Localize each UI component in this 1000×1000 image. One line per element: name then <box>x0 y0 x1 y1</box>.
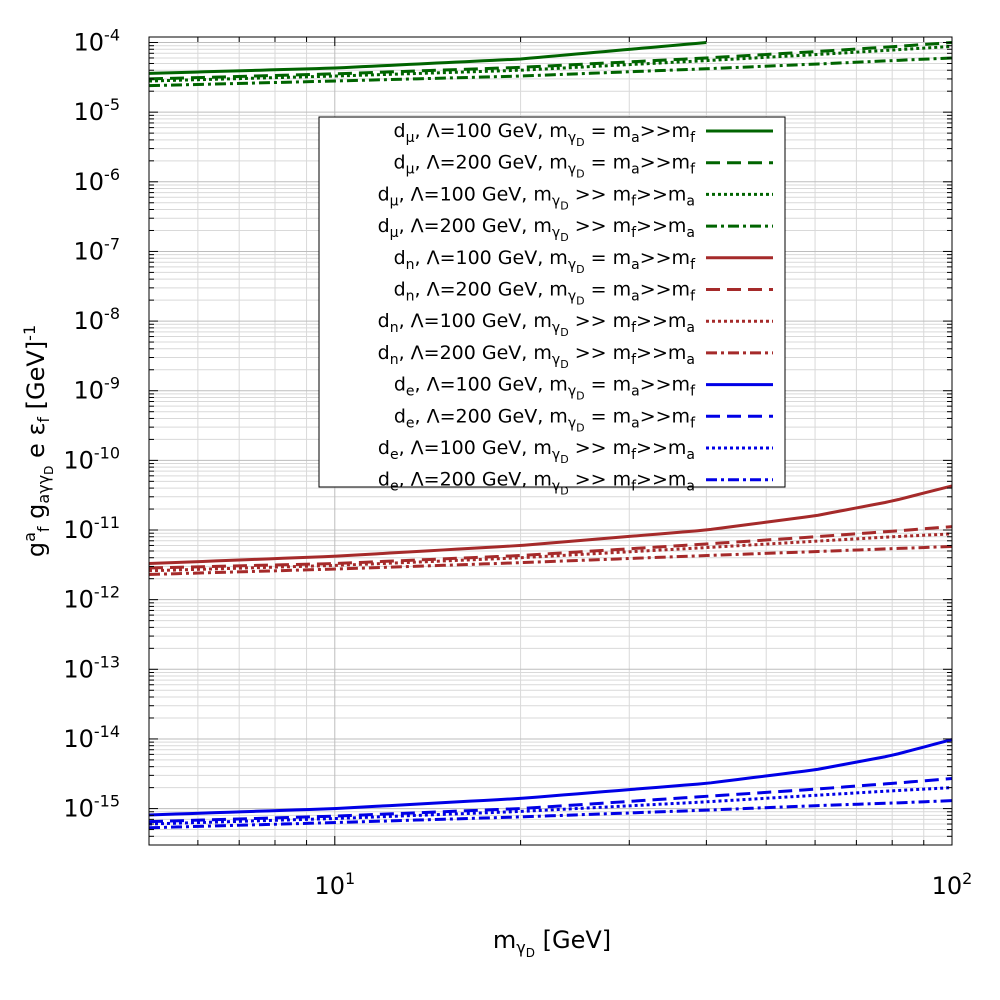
series-line-7 <box>149 532 952 573</box>
x-tick-label: 101 <box>314 869 355 900</box>
y-tick-label: 10-14 <box>63 722 120 753</box>
series-layer <box>149 41 952 830</box>
legend-label: dn, Λ=200 GeV, mγD = ma>>mf <box>394 279 697 308</box>
legend-label: de, Λ=200 GeV, mγD = ma>>mf <box>394 405 696 434</box>
x-tick-label: 102 <box>932 869 973 900</box>
y-tick-label: 10-7 <box>74 234 121 265</box>
legend-box <box>318 116 786 488</box>
ticks <box>148 37 953 846</box>
y-tick-label: 10-11 <box>63 513 120 544</box>
x-axis-title: mγD [GeV] <box>493 926 611 960</box>
legend-label: dμ, Λ=200 GeV, mγD >> mf>>ma <box>378 215 695 244</box>
legend-label: dμ, Λ=200 GeV, mγD = ma>>mf <box>394 152 697 181</box>
series-line-6 <box>149 525 952 570</box>
y-tick-label: 10-12 <box>63 583 120 614</box>
series-line-3 <box>149 44 952 83</box>
legend-label: de, Λ=200 GeV, mγD >> mf>>ma <box>378 469 695 498</box>
legend: dμ, Λ=100 GeV, mγD = ma>>mf dμ, Λ=200 GeV… <box>318 116 786 498</box>
y-tick-label: 10-15 <box>63 792 120 823</box>
plot-frame <box>148 36 953 846</box>
series-line-11 <box>149 786 952 826</box>
y-tick-label: 10-13 <box>63 652 120 683</box>
y-tick-label: 10-5 <box>74 95 121 126</box>
legend-label: de, Λ=100 GeV, mγD = ma>>mf <box>394 374 696 403</box>
y-tick-label: 10-8 <box>74 304 121 335</box>
legend-label: dn, Λ=100 GeV, mγD >> mf>>ma <box>378 310 695 339</box>
y-tick-label: 10-4 <box>74 26 121 57</box>
series-line-5 <box>149 484 952 566</box>
legend-label: de, Λ=100 GeV, mγD >> mf>>ma <box>378 437 695 466</box>
y-tick-label: 10-9 <box>74 374 121 405</box>
legend-label: dn, Λ=100 GeV, mγD = ma>>mf <box>394 247 697 276</box>
legend-label: dμ, Λ=100 GeV, mγD >> mf>>ma <box>378 183 695 212</box>
y-tick-label: 10-6 <box>74 165 121 196</box>
series-line-1 <box>149 41 707 75</box>
series-line-12 <box>149 799 952 830</box>
y-tick-label: 10-10 <box>63 443 120 474</box>
series-line-2 <box>149 41 952 81</box>
series-line-4 <box>149 56 952 88</box>
y-axis-title: gaf gaγγD e εf [GeV]-1 <box>20 325 56 557</box>
series-line-8 <box>149 544 952 576</box>
tick-labels: 10-4 10-5 10-6 10-7 10-8 10-9 10-10 10-11 10-12 1… <box>63 26 972 900</box>
legend-label: dμ, Λ=100 GeV, mγD = ma>>mf <box>394 120 697 149</box>
series-line-10 <box>149 777 952 824</box>
series-line-9 <box>149 738 952 817</box>
legend-label: dn, Λ=200 GeV, mγD >> mf>>ma <box>378 342 695 371</box>
